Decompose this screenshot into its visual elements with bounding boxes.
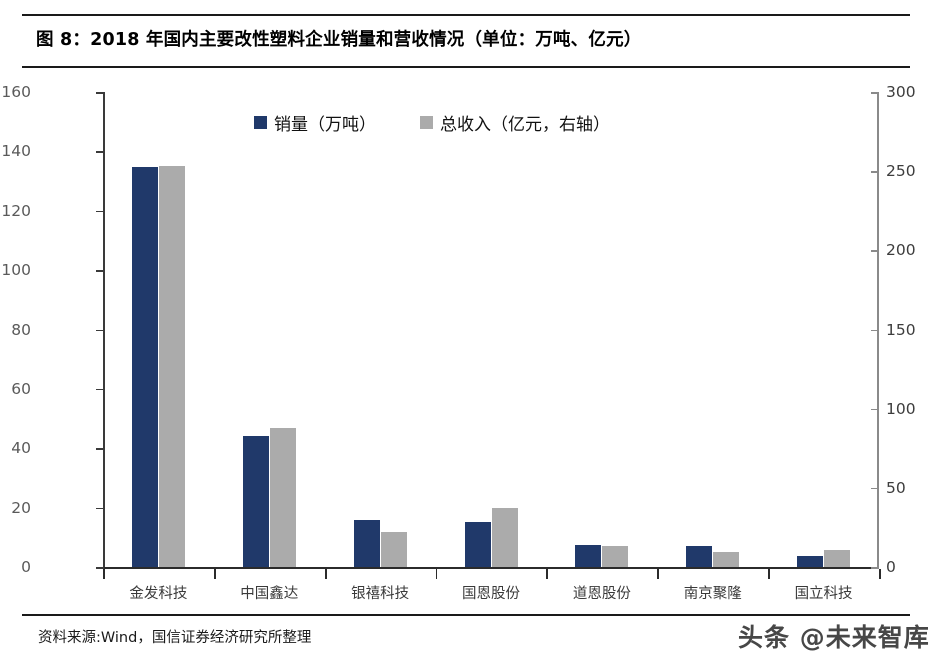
bar-revenue [824,549,851,567]
watermark: 头条 @未来智库 [738,623,930,652]
legend-label-revenue: 总收入（亿元，右轴） [440,115,610,135]
y-tick-label-right: 250 [886,162,916,181]
bars-layer [103,92,879,567]
bar-sales [464,521,491,567]
y-tick-left [96,329,104,332]
y-tick-label-right: 150 [886,320,916,339]
y-tick-label-left: 120 [1,201,31,220]
y-tick-label-left: 100 [1,261,31,280]
bar-revenue [380,532,407,567]
legend-swatch-revenue [420,116,433,129]
bar-sales [686,546,713,567]
bar-revenue [491,508,518,567]
y-tick-label-left: 80 [11,320,31,339]
x-tick [435,569,438,579]
footer-rule [22,614,910,616]
bar-revenue [713,551,740,567]
y-tick-right [871,567,879,569]
figure-container: 图 8：2018 年国内主要改性塑料企业销量和营收情况（单位：万吨、亿元） 销量… [1,14,929,654]
y-tick-label-left: 40 [11,439,31,458]
x-tick [768,569,770,579]
y-tick-right [871,408,879,411]
y-tick-left [96,92,104,94]
x-axis-label: 国立科技 [794,586,853,602]
x-axis-label: 金发科技 [129,586,188,602]
bar-sales [131,166,158,567]
y-tick-left [96,567,104,569]
figure-title: 图 8：2018 年国内主要改性塑料企业销量和营收情况（单位：万吨、亿元） [36,30,642,50]
y-tick-right [871,171,879,173]
x-axis-label: 中国鑫达 [240,586,299,602]
plot-area: 销量（万吨） 总收入（亿元，右轴） 0 20 40 60 80 100 120 140 160 … [1,68,915,608]
y-tick-label-right: 50 [886,478,906,497]
legend-label-sales: 销量（万吨） [274,115,376,135]
bar-sales [353,520,380,567]
x-tick [103,569,105,579]
title-rule-bottom [22,66,910,68]
y-tick-left [96,448,104,450]
bar-sales [797,556,824,567]
x-axis [103,567,879,570]
y-tick-right [871,487,879,490]
x-axis-label: 银禧科技 [351,586,410,602]
legend-item-sales: 销量（万吨） [254,110,376,135]
legend-swatch-sales [254,116,267,129]
y-tick-label-left: 140 [1,142,31,161]
y-tick-label-right: 0 [886,558,896,576]
y-tick-left [96,151,104,153]
y-tick-label-left: 20 [11,498,31,517]
title-rule-top [22,14,910,16]
bar-sales [575,544,602,567]
source-note: 资料来源:Wind，国信证券经济研究所整理 [38,630,312,646]
y-tick-left [96,388,104,391]
y-tick-label-left: 0 [21,558,31,576]
bar-revenue [269,427,296,567]
bar-sales [242,435,269,567]
x-tick [213,569,216,579]
y-tick-right [871,250,879,252]
y-tick-right [871,92,879,94]
x-axis-label: 国恩股份 [462,586,520,602]
x-axis-label: 道恩股份 [572,586,631,602]
y-tick-label-right: 200 [886,241,916,260]
y-tick-label-left: 160 [1,83,31,101]
y-tick-right [871,329,879,332]
y-tick-left [96,270,104,272]
x-tick [657,569,660,579]
y-tick-left [96,210,104,213]
bar-revenue [602,546,629,567]
y-tick-label-left: 60 [11,379,31,398]
x-tick [879,569,881,579]
chart-legend: 销量（万吨） 总收入（亿元，右轴） [254,110,610,135]
x-tick [546,569,549,579]
y-tick-label-right: 300 [886,83,916,101]
y-tick-label-right: 100 [886,399,916,418]
y-tick-left [96,507,104,510]
bar-revenue [158,166,185,567]
x-tick [324,569,327,579]
x-axis-label: 南京聚隆 [683,586,742,602]
legend-item-revenue: 总收入（亿元，右轴） [420,110,610,135]
